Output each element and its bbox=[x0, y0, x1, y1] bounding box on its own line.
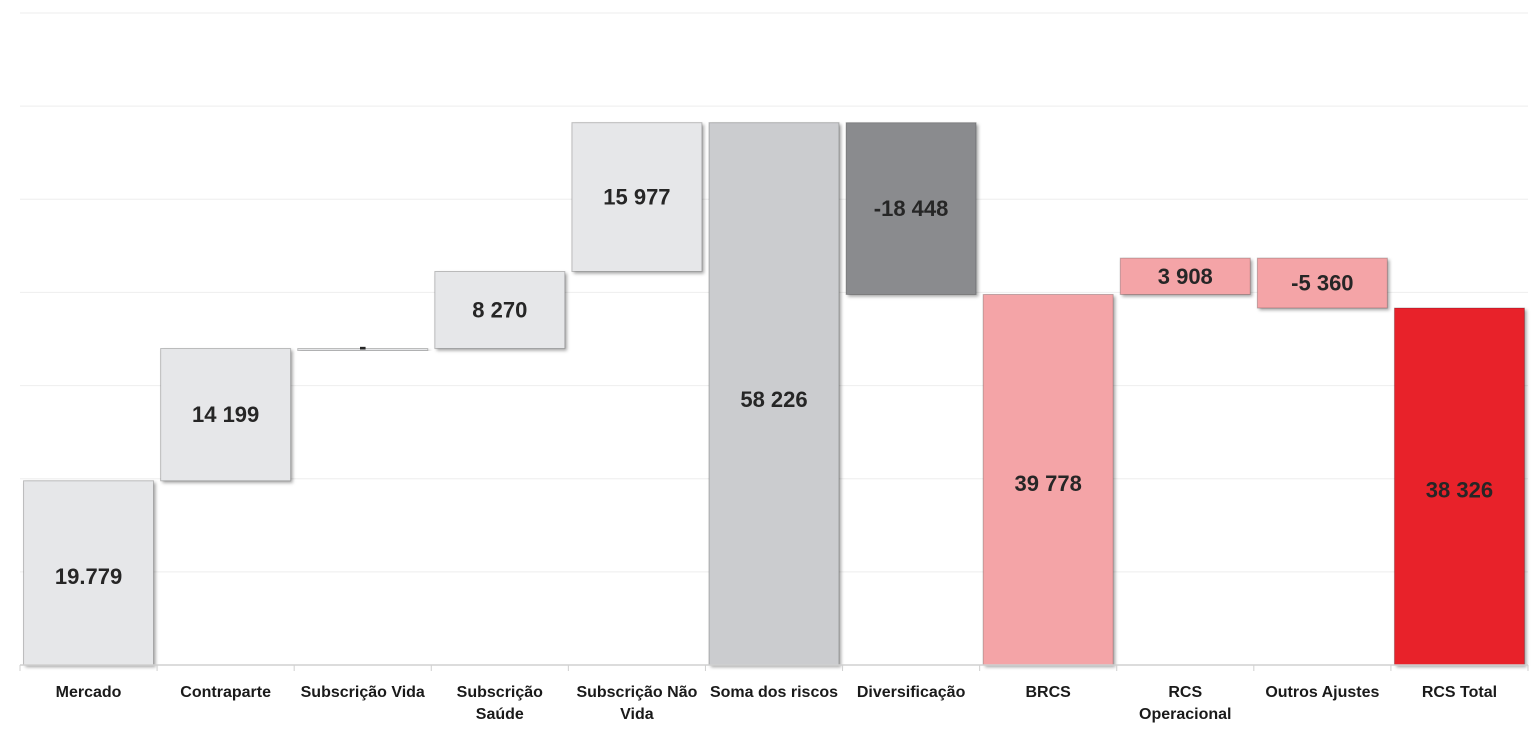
bar bbox=[845, 122, 977, 295]
bar-value-label: 3 908 bbox=[1158, 264, 1213, 289]
bar bbox=[23, 480, 155, 666]
bar bbox=[708, 122, 840, 666]
category-label: Subscrição Não Vida bbox=[576, 684, 697, 723]
bar-value-label: 15 977 bbox=[603, 185, 670, 210]
category-label: Outros Ajustes bbox=[1265, 684, 1379, 701]
category-label: Subscrição Vida bbox=[301, 684, 425, 701]
bar bbox=[982, 293, 1114, 666]
category-label: RCS Total bbox=[1422, 684, 1497, 701]
bar-value-label: - bbox=[359, 334, 366, 359]
x-axis bbox=[19, 664, 1529, 671]
bar bbox=[434, 270, 566, 350]
bar-value-label: -18 448 bbox=[874, 196, 949, 221]
bar bbox=[1119, 257, 1251, 295]
bar bbox=[160, 348, 292, 482]
bar-value-label: 38 326 bbox=[1426, 478, 1493, 503]
bar bbox=[571, 122, 703, 272]
bar-value-label: 58 226 bbox=[740, 387, 807, 412]
bar-value-label: 8 270 bbox=[472, 298, 527, 323]
category-label: Soma dos riscos bbox=[710, 684, 838, 701]
bars bbox=[23, 122, 1525, 666]
category-label: Subscrição Saúde bbox=[457, 684, 543, 723]
data-labels: 19.779 14 199 - 8 270 15 977 58 226 -18 448 39 … bbox=[55, 185, 1493, 589]
category-label: Diversificação bbox=[857, 684, 966, 701]
bar-value-label: 14 199 bbox=[192, 402, 259, 427]
bar bbox=[297, 348, 429, 352]
bar-value-label: 39 778 bbox=[1015, 471, 1082, 496]
category-label: RCS Operacional bbox=[1139, 684, 1231, 723]
category-label: BRCS bbox=[1026, 684, 1072, 701]
category-label: Contraparte bbox=[180, 684, 271, 701]
bar-value-label: -5 360 bbox=[1291, 271, 1353, 296]
bar bbox=[1393, 307, 1525, 666]
bar-value-label: 19.779 bbox=[55, 564, 122, 589]
category-label: Mercado bbox=[56, 684, 122, 701]
bar bbox=[1256, 257, 1388, 309]
category-labels: Mercado Contraparte Subscrição Vida Subscri… bbox=[56, 684, 1497, 723]
